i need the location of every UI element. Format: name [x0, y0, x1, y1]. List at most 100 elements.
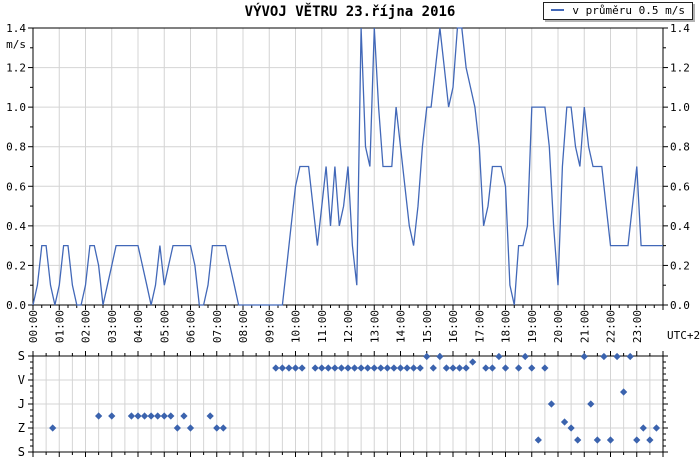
wind-direction-point: [646, 436, 654, 444]
wind-direction-point: [436, 352, 444, 361]
wind-direction-point: [285, 364, 293, 372]
x-axis-label: 11:00: [316, 310, 329, 343]
wind-direction-point: [574, 436, 582, 444]
x-axis-label: 13:00: [368, 310, 381, 343]
wind-direction-point: [528, 364, 536, 372]
wind-direction-point: [173, 424, 181, 432]
x-axis-label: 02:00: [80, 310, 93, 343]
y-axis-label-left: 0.4: [6, 220, 26, 233]
wind-direction-point: [501, 364, 510, 372]
y-axis-label-right: 0.4: [670, 220, 690, 233]
x-axis-label: 19:00: [526, 310, 539, 343]
wind-direction-point: [462, 364, 470, 372]
wind-direction-point: [206, 412, 214, 420]
y-axis-label-left: 0.8: [6, 141, 26, 154]
y-axis-label-right: 1.4: [670, 22, 690, 35]
wind-direction-point: [219, 424, 227, 432]
wind-direction-point: [416, 364, 424, 372]
wind-direction-point: [291, 364, 300, 372]
wind-direction-point: [186, 424, 195, 432]
x-axis-label: 08:00: [237, 310, 250, 343]
wind-direction-point: [600, 352, 608, 361]
x-axis-label: 21:00: [578, 310, 591, 343]
wind-direction-point: [337, 364, 346, 372]
wind-direction-point: [593, 436, 601, 444]
wind-direction-point: [383, 364, 391, 372]
wind-direction-point: [160, 412, 168, 420]
wind-direction-point: [377, 364, 385, 372]
wind-direction-point: [167, 412, 175, 420]
y-axis-label-right: 0.0: [670, 299, 690, 312]
wind-direction-point: [455, 364, 464, 372]
x-axis-label: 07:00: [211, 310, 224, 343]
x-axis-label: 22:00: [605, 310, 618, 343]
wind-direction-point: [423, 352, 431, 361]
y-axis-label-right: 0.6: [670, 180, 690, 193]
y-axis-label-right: 1.2: [670, 62, 690, 75]
wind-direction-point: [278, 364, 286, 372]
wind-direction-point: [606, 436, 615, 444]
wind-direction-point: [147, 412, 155, 420]
wind-direction-point: [213, 424, 221, 432]
x-axis-label: 18:00: [500, 310, 513, 343]
wind-direction-point: [318, 364, 326, 372]
wind-direction-point: [108, 412, 116, 420]
wind-direction-point: [344, 364, 352, 372]
wind-direction-point: [134, 412, 142, 420]
x-axis-label: 05:00: [158, 310, 171, 343]
wind-direction-point: [541, 364, 549, 372]
x-axis-label: 03:00: [106, 310, 119, 343]
direction-axis-label: J: [18, 397, 25, 411]
x-axis-label: 01:00: [53, 310, 66, 343]
x-axis-label: 00:00: [27, 310, 40, 343]
x-axis-label: 15:00: [421, 310, 434, 343]
wind-direction-point: [534, 436, 542, 444]
wind-direction-point: [567, 424, 575, 432]
wind-direction-point: [626, 352, 634, 361]
wind-direction-point: [403, 364, 411, 372]
wind-direction-point: [449, 364, 457, 372]
x-axis-label: 17:00: [473, 310, 486, 343]
y-axis-label-right: 0.8: [670, 141, 690, 154]
direction-axis-label: S: [18, 445, 25, 459]
wind-direction-point: [154, 412, 162, 420]
wind-direction-point: [488, 364, 496, 372]
x-axis-label: 04:00: [132, 310, 145, 343]
y-axis-label-left: 0.0: [6, 299, 26, 312]
wind-direction-point: [324, 364, 332, 372]
y-axis-label-left: 1.0: [6, 101, 26, 114]
wind-direction-point: [396, 364, 405, 372]
wind-direction-point: [547, 400, 556, 408]
x-axis-label: 16:00: [447, 310, 460, 343]
wind-direction-point: [613, 352, 621, 361]
x-axis-label: 09:00: [263, 310, 276, 343]
wind-direction-point: [469, 358, 477, 366]
wind-direction-point: [272, 364, 280, 372]
direction-axis-label: Z: [18, 421, 25, 435]
x-axis-label: 20:00: [552, 310, 565, 343]
y-axis-label-right: 0.2: [670, 259, 690, 272]
wind-direction-point: [482, 364, 490, 372]
wind-direction-point: [357, 364, 365, 372]
y-axis-label-left: 0.6: [6, 180, 26, 193]
direction-axis-label: S: [18, 349, 25, 363]
wind-direction-point: [620, 388, 628, 396]
y-axis-label-left: 0.2: [6, 259, 26, 272]
wind-direction-point: [560, 418, 569, 426]
legend: v průměru 0.5 m/s: [543, 2, 693, 20]
wind-speed-line: [32, 27, 663, 306]
wind-direction-point: [95, 412, 103, 420]
wind-direction-point: [298, 364, 306, 372]
wind-direction-point: [652, 424, 661, 432]
legend-label: v průměru 0.5 m/s: [572, 4, 685, 17]
x-axis-label: 06:00: [185, 310, 198, 343]
wind-direction-point: [442, 364, 451, 372]
wind-direction-point: [580, 352, 588, 361]
wind-direction-point: [364, 364, 372, 372]
wind-direction-point: [587, 400, 595, 408]
wind-direction-point: [639, 424, 647, 432]
chart-title: VÝVOJ VĚTRU 23.října 2016: [244, 4, 456, 20]
x-axis-label: 23:00: [631, 310, 644, 343]
